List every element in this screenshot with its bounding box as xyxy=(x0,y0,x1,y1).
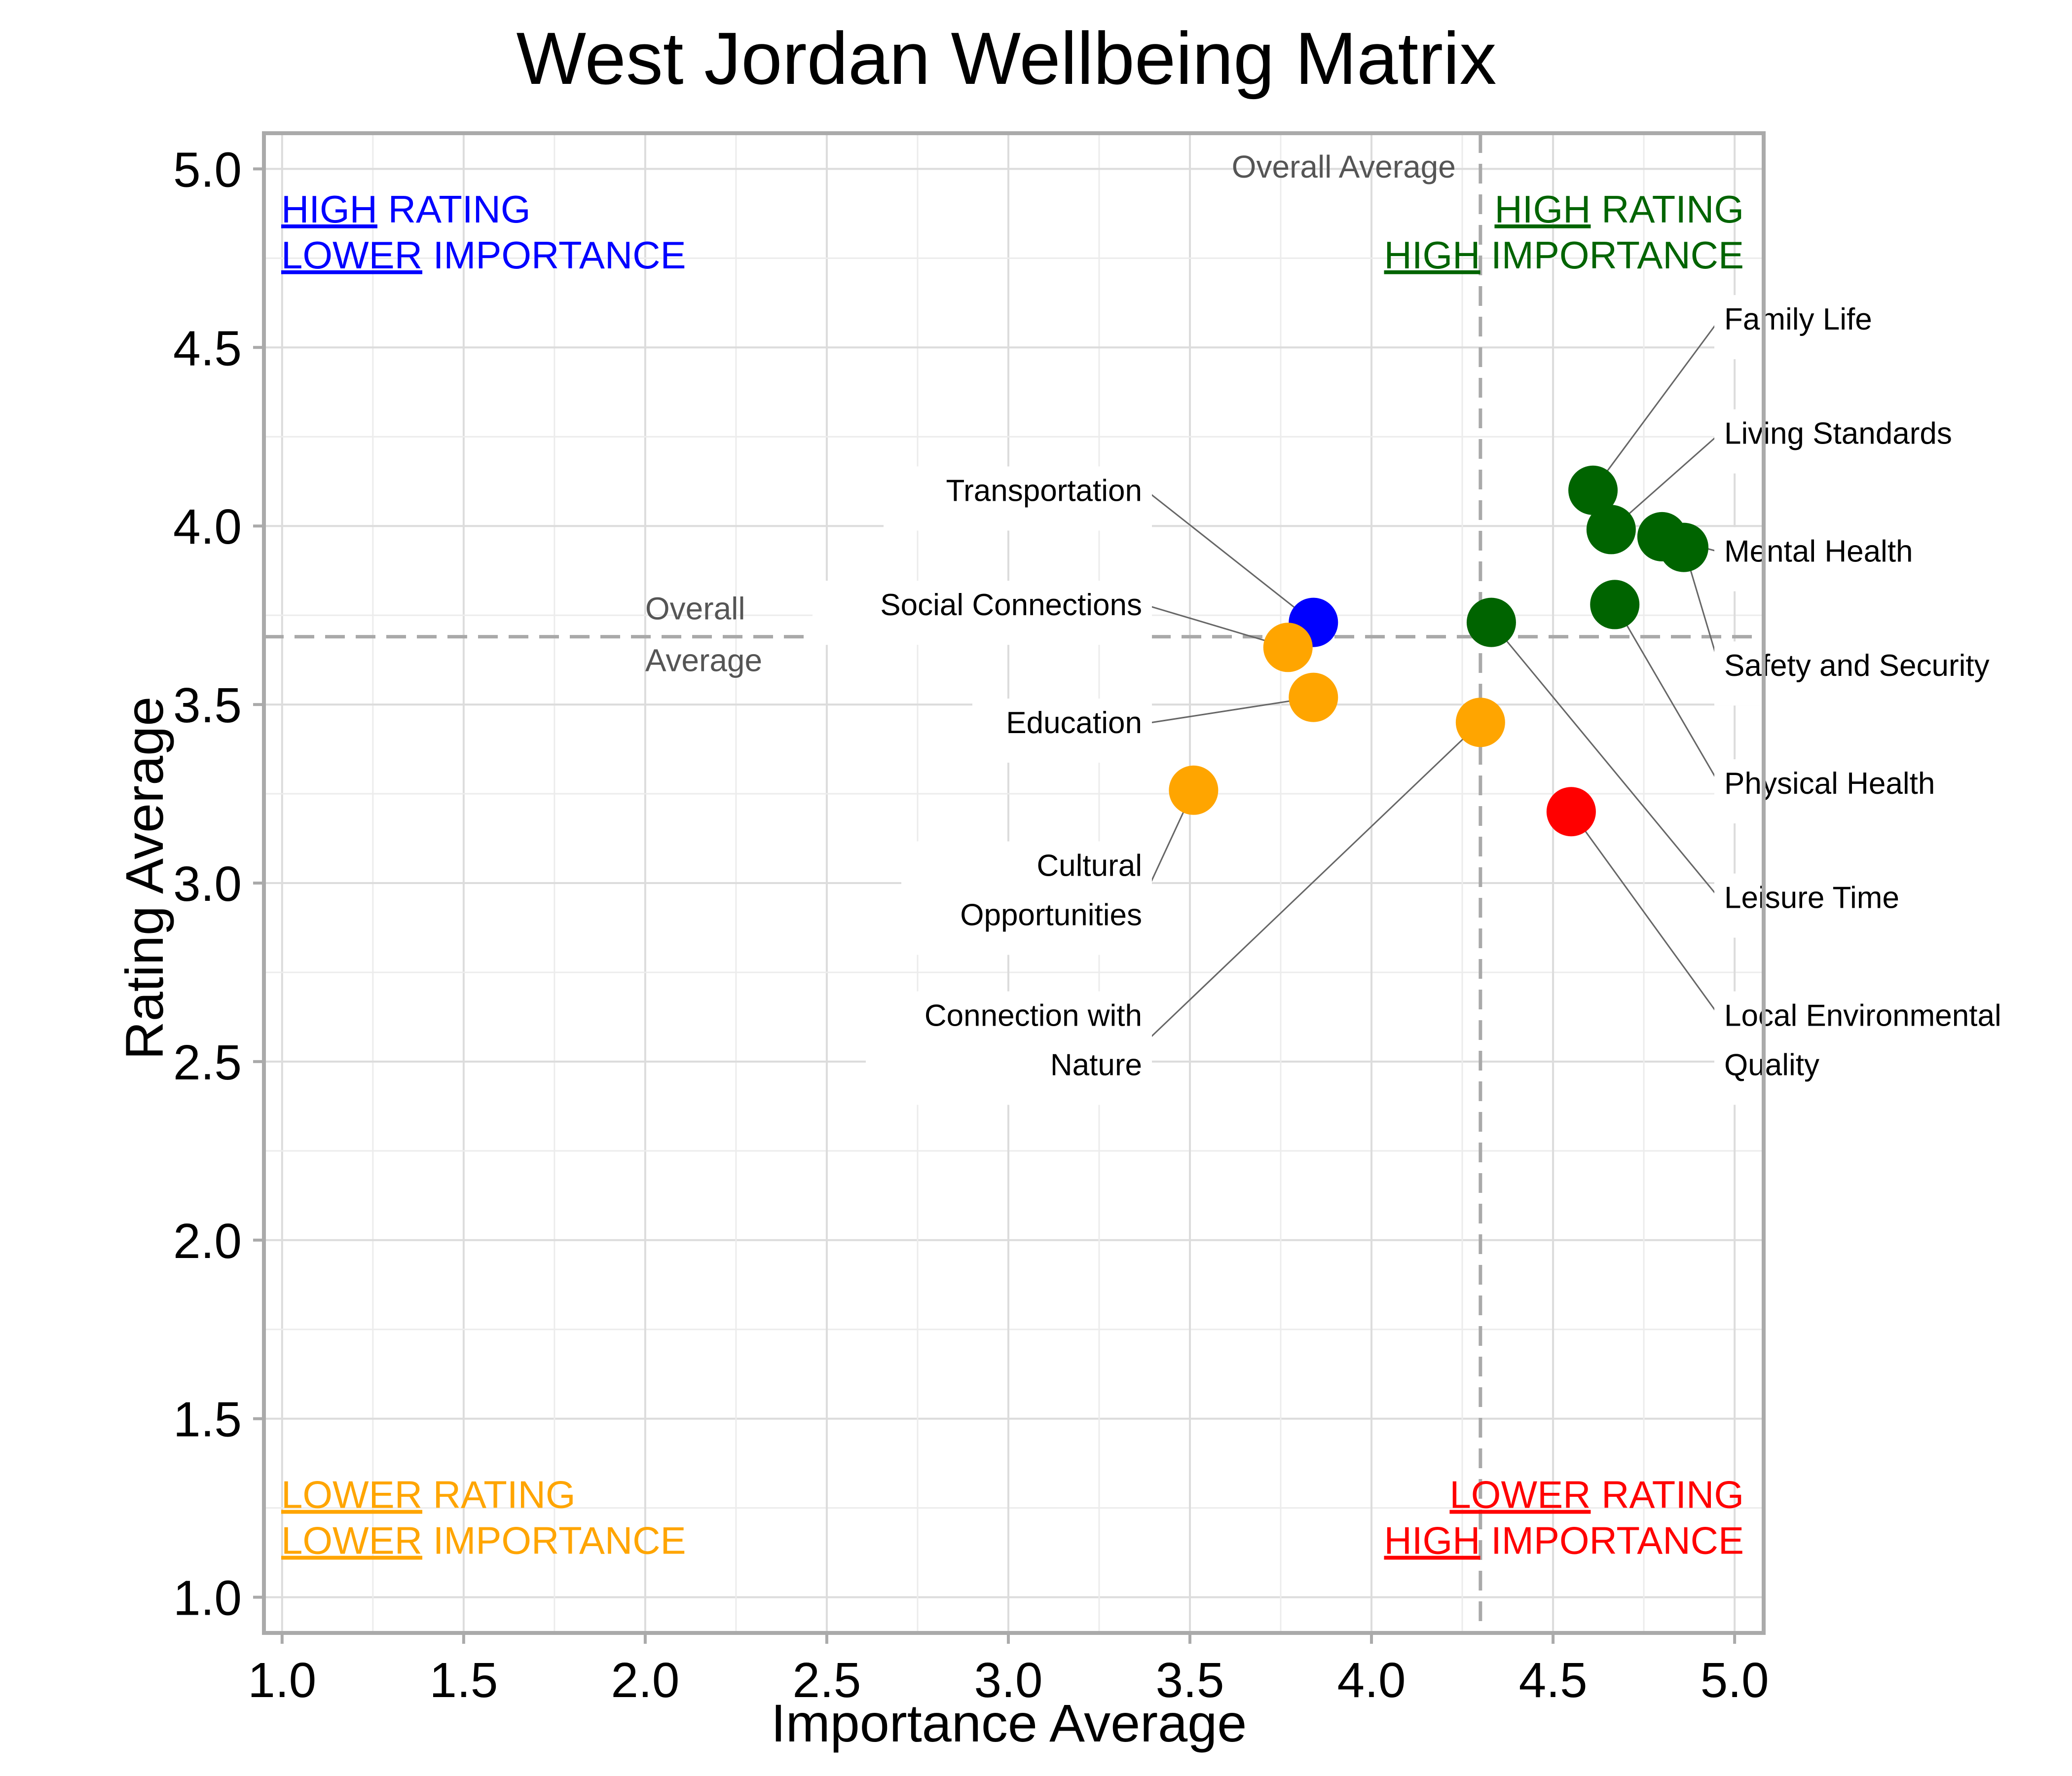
quadrant-label-hr_li: HIGH RATING xyxy=(281,187,531,231)
quadrant-label-underlined-word: HIGH xyxy=(1384,233,1480,277)
quadrant-label-rest: RATING xyxy=(377,187,531,231)
y-tick-label: 3.5 xyxy=(173,678,242,733)
quadrant-label-underlined-word: HIGH xyxy=(1494,187,1591,231)
quadrant-label-rest: IMPORTANCE xyxy=(422,1519,686,1562)
x-tick-label: 4.5 xyxy=(1519,1653,1588,1708)
quadrant-label-underlined-word: LOWER xyxy=(281,1473,422,1517)
data-point xyxy=(1659,522,1709,572)
point-labels: Family Life Living Standards Mental Health… xyxy=(813,295,2072,1105)
point-label-bg xyxy=(1714,991,2072,1105)
leader-line xyxy=(1147,490,1314,623)
data-point xyxy=(1590,580,1640,629)
point-label: Physical Health xyxy=(1724,767,1935,801)
y-tick-label: 4.5 xyxy=(173,321,242,376)
point-label: Social Connections xyxy=(880,588,1142,622)
quadrant-label-rest: IMPORTANCE xyxy=(422,233,686,277)
quadrant-label-rest: IMPORTANCE xyxy=(1480,233,1744,277)
y-tick-label: 4.0 xyxy=(173,499,242,555)
point-label-bg xyxy=(1714,527,1965,592)
leader-line xyxy=(1146,722,1481,1041)
data-point xyxy=(1289,672,1338,722)
point-label: Safety and Security xyxy=(1724,649,1990,683)
point-label-bg xyxy=(884,466,1152,531)
y-tick-label: 2.0 xyxy=(173,1214,242,1269)
quadrant-label-hr_hi: HIGH RATING xyxy=(1494,187,1744,231)
leader-line xyxy=(1147,697,1314,724)
data-points xyxy=(1169,465,1709,837)
data-point xyxy=(1546,787,1596,837)
point-label: Local Environmental xyxy=(1724,999,2001,1033)
quadrant-label-underlined-word: LOWER xyxy=(281,233,422,277)
quadrant-label-rest: RATING xyxy=(1591,187,1744,231)
x-tick-label: 2.0 xyxy=(611,1653,679,1708)
x-tick-label: 4.0 xyxy=(1337,1653,1406,1708)
point-label-bg xyxy=(813,581,1152,645)
point-label: Mental Health xyxy=(1724,535,1913,569)
point-label-bg xyxy=(1714,295,1929,360)
y-tick-label: 1.0 xyxy=(173,1571,242,1626)
leader-line xyxy=(1592,319,1720,491)
leader-line xyxy=(1490,622,1720,899)
x-tick-label: 2.5 xyxy=(792,1653,861,1708)
quadrant-label-rest: IMPORTANCE xyxy=(1480,1519,1744,1562)
point-label: Opportunities xyxy=(960,898,1142,932)
y-tick-label: 3.0 xyxy=(173,856,242,912)
data-point xyxy=(1568,465,1618,515)
data-point xyxy=(1263,623,1313,672)
quadrant-label-hr_li: LOWER IMPORTANCE xyxy=(281,233,686,277)
x-axis-title: Importance Average xyxy=(771,1693,1247,1753)
point-label: Education xyxy=(1006,706,1142,740)
leader-line xyxy=(1570,811,1720,1017)
quadrant-label-hr_hi: HIGH IMPORTANCE xyxy=(1384,233,1744,277)
chart-title: West Jordan Wellbeing Matrix xyxy=(517,17,1497,100)
quadrant-label-underlined-word: LOWER xyxy=(281,1519,422,1562)
quadrant-label-underlined-word: LOWER xyxy=(1449,1473,1591,1517)
y-axis-title: Rating Average xyxy=(114,697,174,1060)
quadrant-label-lr_hi: LOWER RATING xyxy=(1449,1473,1744,1517)
quadrant-label-rest: RATING xyxy=(1591,1473,1744,1517)
point-label: Transportation xyxy=(946,474,1142,508)
quadrant-label-rest: RATING xyxy=(422,1473,576,1517)
quadrant-label-underlined-word: HIGH xyxy=(281,187,377,231)
y-tick-label: 1.5 xyxy=(173,1392,242,1447)
data-point xyxy=(1586,505,1636,555)
x-tick-label: 1.5 xyxy=(429,1653,498,1708)
point-label-bg xyxy=(901,841,1152,955)
leader-line xyxy=(1614,604,1720,784)
point-label: Living Standards xyxy=(1724,417,1952,451)
overall-average-label-y: Overall xyxy=(645,591,745,627)
point-label-bg xyxy=(1714,873,1947,938)
point-label-bg xyxy=(972,699,1152,763)
point-label: Family Life xyxy=(1724,302,1872,336)
leader-lines xyxy=(1146,319,1720,1041)
x-tick-label: 3.5 xyxy=(1155,1653,1224,1708)
data-point xyxy=(1455,698,1505,747)
x-tick-label: 5.0 xyxy=(1701,1653,1769,1708)
x-tick-label: 3.0 xyxy=(974,1653,1042,1708)
overall-average-label-x: Overall Average xyxy=(1232,149,1456,185)
x-tick-label: 1.0 xyxy=(248,1653,316,1708)
point-label: Connection with xyxy=(925,999,1142,1033)
y-tick-label: 2.5 xyxy=(173,1035,242,1090)
point-label: Cultural xyxy=(1036,849,1142,883)
point-label: Nature xyxy=(1050,1048,1142,1082)
data-point xyxy=(1466,597,1516,647)
point-label: Quality xyxy=(1724,1048,1819,1082)
point-label: Leisure Time xyxy=(1724,881,1899,915)
quadrant-label-lr_hi: HIGH IMPORTANCE xyxy=(1384,1519,1744,1562)
axes: 1.0 1.5 2.0 2.5 3.0 3.5 4.0 4.5 5.0 1.0 1.5 2.0 2.5 3… xyxy=(173,131,1769,1708)
y-tick-label: 5.0 xyxy=(173,142,242,197)
quadrant-label-lr_li: LOWER RATING xyxy=(281,1473,576,1517)
point-label-bg xyxy=(1714,641,2072,706)
overall-average-label-y: Average xyxy=(645,643,762,678)
quadrant-label-lr_li: LOWER IMPORTANCE xyxy=(281,1519,686,1562)
data-point xyxy=(1169,765,1219,815)
quadrant-label-underlined-word: HIGH xyxy=(1384,1519,1480,1562)
point-label-bg xyxy=(866,991,1152,1105)
